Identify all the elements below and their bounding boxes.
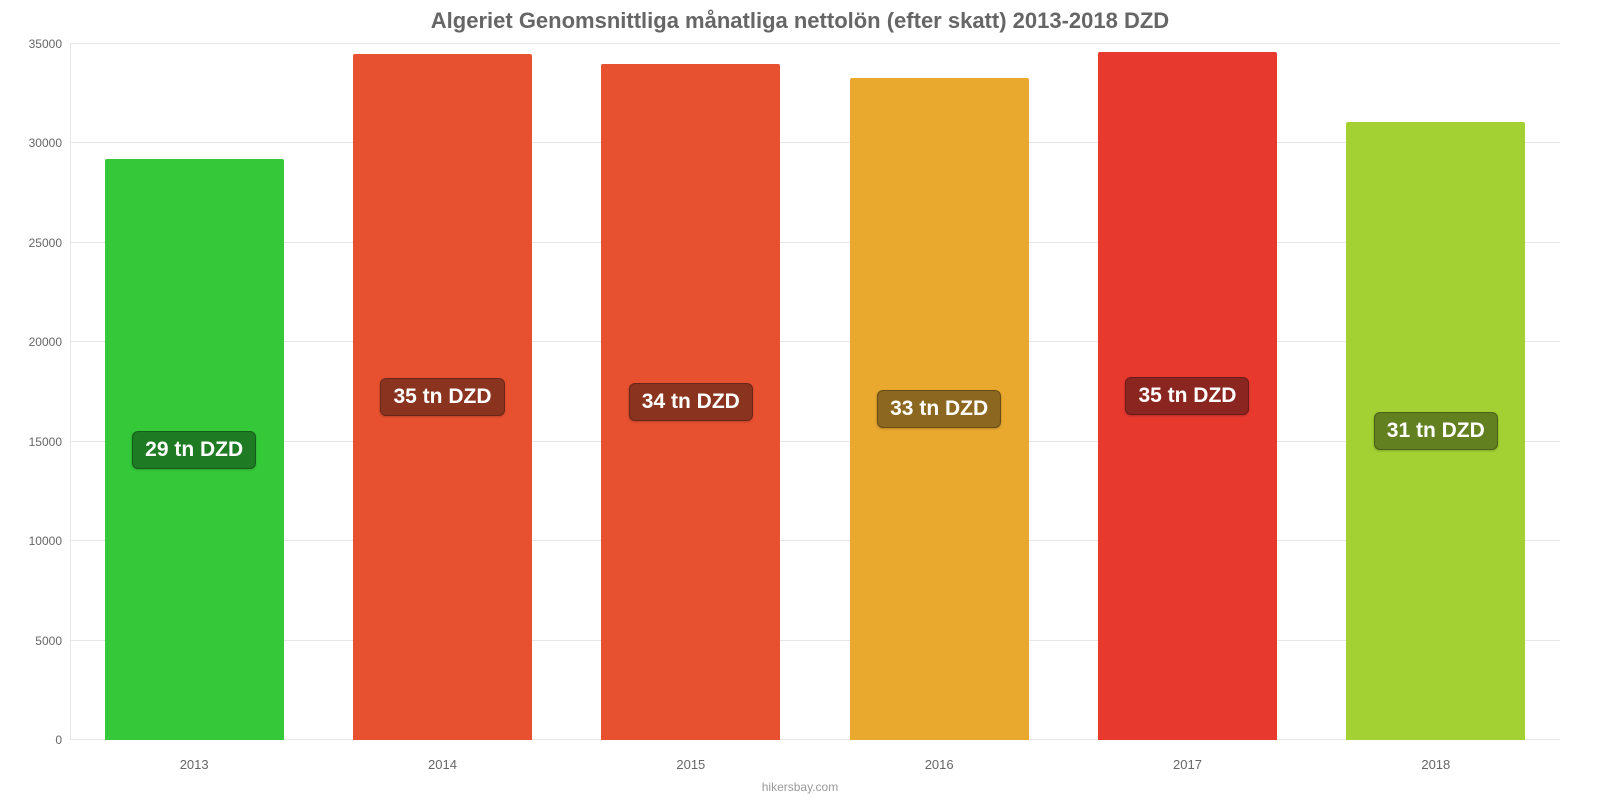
bar-slot: 33 tn DZD [815, 44, 1063, 740]
y-tick-label: 0 [55, 733, 62, 747]
bar-value-label: 31 tn DZD [1374, 412, 1498, 450]
bar: 29 tn DZD [105, 159, 284, 740]
x-axis: 201320142015201620172018 [70, 757, 1560, 772]
y-tick-label: 35000 [29, 37, 62, 51]
bar-slot: 31 tn DZD [1312, 44, 1560, 740]
bar-slot: 35 tn DZD [318, 44, 566, 740]
x-tick-label: 2018 [1312, 757, 1560, 772]
bar: 33 tn DZD [850, 78, 1029, 740]
x-tick-label: 2016 [815, 757, 1063, 772]
bar-value-label: 34 tn DZD [629, 383, 753, 421]
x-tick-label: 2014 [318, 757, 566, 772]
attribution: hikersbay.com [0, 780, 1600, 794]
x-tick-label: 2013 [70, 757, 318, 772]
bar-slot: 29 tn DZD [70, 44, 318, 740]
bars-row: 29 tn DZD 35 tn DZD 34 tn DZD 33 tn DZD 35 t… [70, 44, 1560, 740]
chart-container: Algeriet Genomsnittliga månatliga nettol… [0, 0, 1600, 800]
y-tick-label: 10000 [29, 534, 62, 548]
bar: 35 tn DZD [353, 54, 532, 740]
bar-value-label: 33 tn DZD [877, 390, 1001, 428]
bar: 35 tn DZD [1098, 52, 1277, 740]
bar: 34 tn DZD [601, 64, 780, 740]
bar-slot: 34 tn DZD [567, 44, 815, 740]
y-tick-label: 20000 [29, 335, 62, 349]
plot-area: 29 tn DZD 35 tn DZD 34 tn DZD 33 tn DZD 35 t… [70, 44, 1560, 740]
y-tick-label: 15000 [29, 435, 62, 449]
bar-slot: 35 tn DZD [1063, 44, 1311, 740]
bar-value-label: 35 tn DZD [380, 378, 504, 416]
y-tick-label: 5000 [35, 634, 62, 648]
bar-value-label: 29 tn DZD [132, 431, 256, 469]
chart-title: Algeriet Genomsnittliga månatliga nettol… [0, 0, 1600, 34]
x-tick-label: 2017 [1063, 757, 1311, 772]
x-tick-label: 2015 [567, 757, 815, 772]
y-tick-label: 30000 [29, 136, 62, 150]
y-tick-label: 25000 [29, 236, 62, 250]
bar-value-label: 35 tn DZD [1125, 377, 1249, 415]
bar: 31 tn DZD [1346, 122, 1525, 740]
